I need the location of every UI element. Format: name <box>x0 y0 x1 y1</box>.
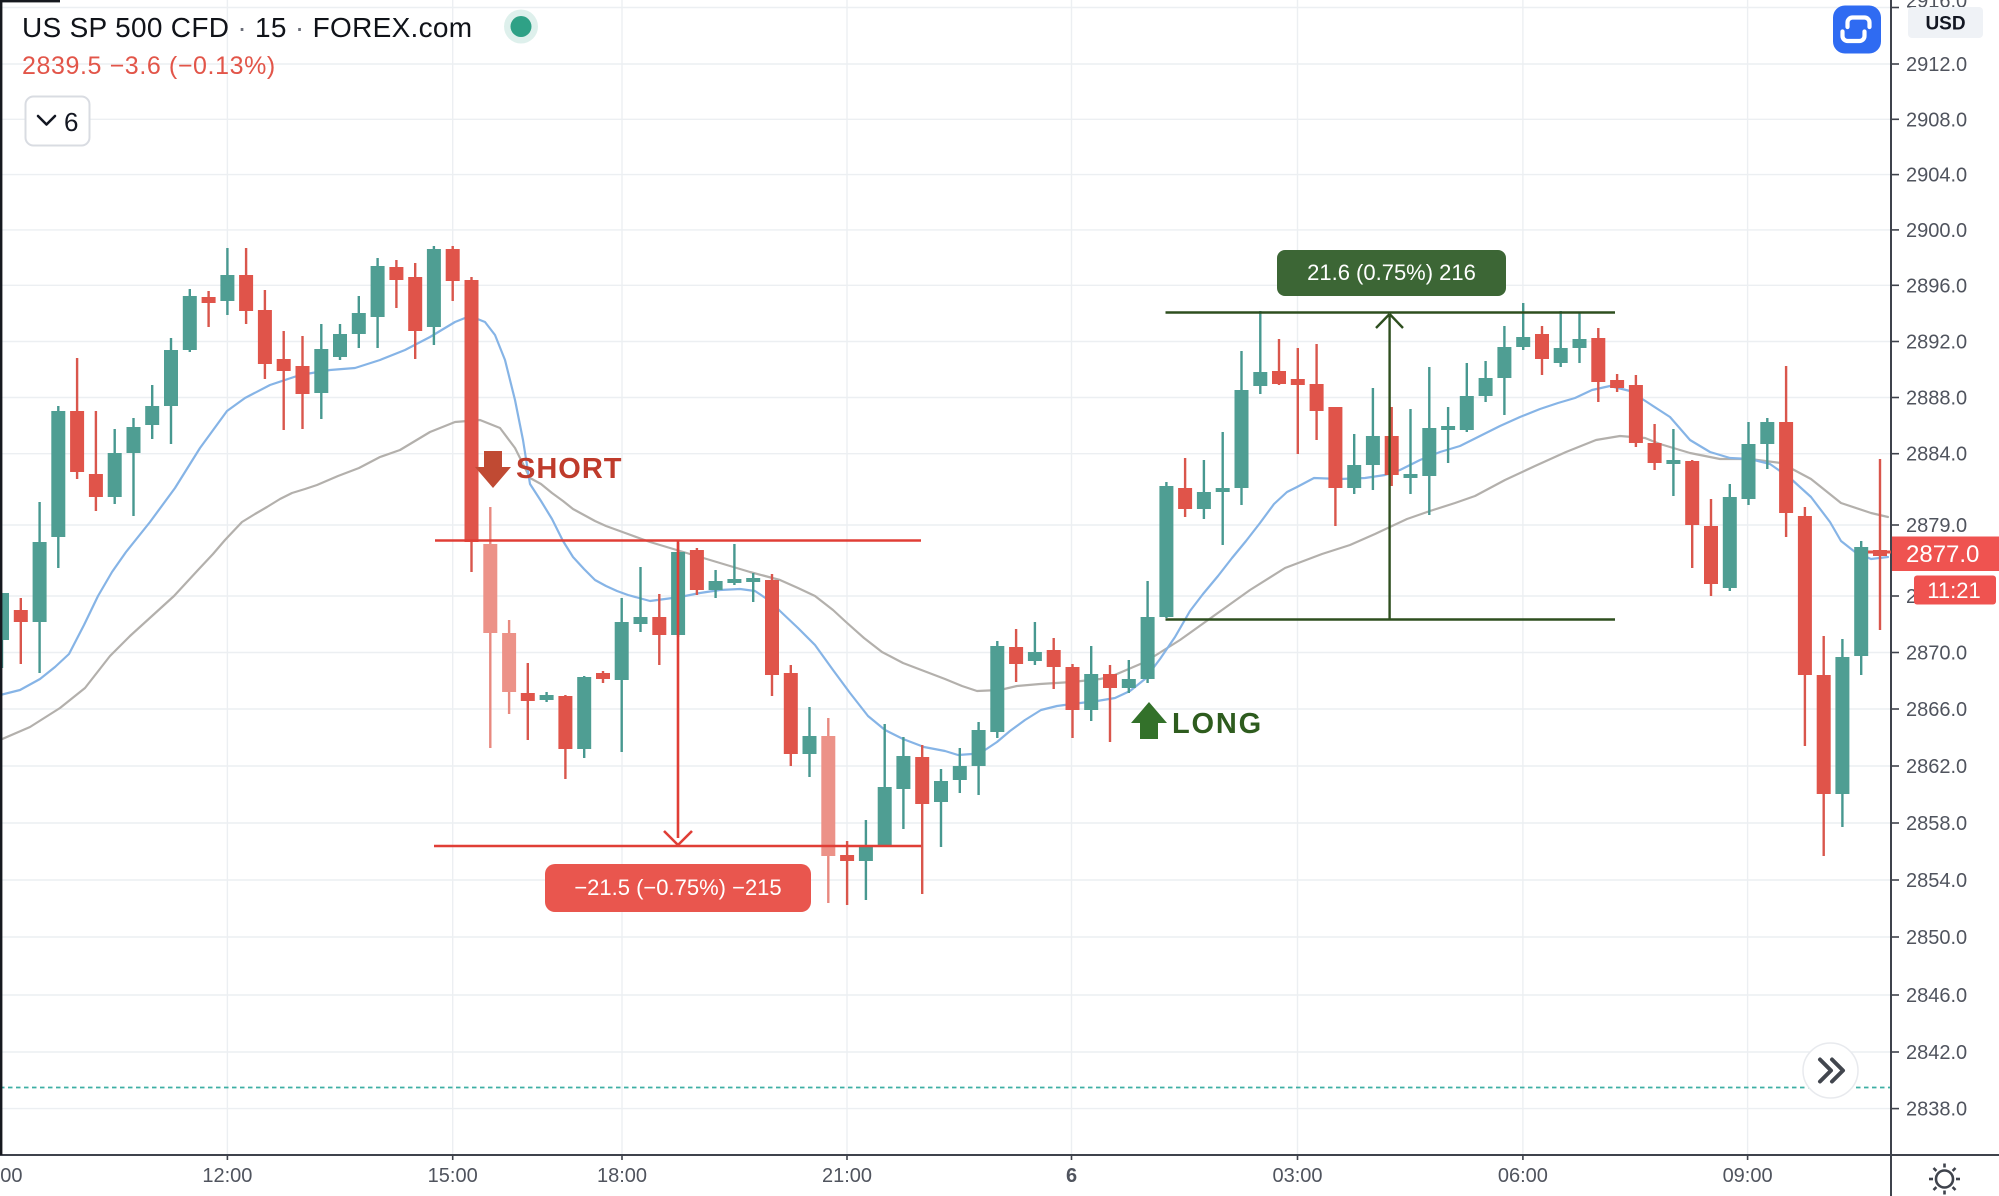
svg-text:2839.5 −3.6 (−0.13%): 2839.5 −3.6 (−0.13%) <box>22 52 276 80</box>
svg-text:6: 6 <box>64 107 78 137</box>
svg-text:2888.0: 2888.0 <box>1906 388 1967 410</box>
svg-text:2858.0: 2858.0 <box>1906 813 1967 835</box>
svg-text:USD: USD <box>1925 14 1965 35</box>
svg-text:2904.0: 2904.0 <box>1906 165 1967 187</box>
svg-text:2854.0: 2854.0 <box>1906 870 1967 892</box>
svg-text:06:00: 06:00 <box>1498 1165 1548 1187</box>
svg-text:2862.0: 2862.0 <box>1906 756 1967 778</box>
svg-text:2846.0: 2846.0 <box>1906 985 1967 1007</box>
svg-text:09:00: 09:00 <box>1723 1165 1773 1187</box>
svg-text:21.6 (0.75%) 216: 21.6 (0.75%) 216 <box>1307 260 1476 285</box>
svg-text:12:00: 12:00 <box>202 1165 252 1187</box>
svg-text:−21.5 (−0.75%) −215: −21.5 (−0.75%) −215 <box>574 875 781 900</box>
svg-text:2850.0: 2850.0 <box>1906 927 1967 949</box>
svg-text:US SP 500 CFD · 15 · FOREX.com: US SP 500 CFD · 15 · FOREX.com <box>22 12 472 43</box>
svg-text:SHORT: SHORT <box>516 453 623 485</box>
svg-text:2896.0: 2896.0 <box>1906 275 1967 297</box>
svg-text:2838.0: 2838.0 <box>1906 1099 1967 1121</box>
svg-text:15:00: 15:00 <box>428 1165 478 1187</box>
svg-text:2908.0: 2908.0 <box>1906 109 1967 131</box>
svg-text:2879.0: 2879.0 <box>1906 515 1967 537</box>
svg-text:21:00: 21:00 <box>822 1165 872 1187</box>
svg-text:2877.0: 2877.0 <box>1906 541 1979 568</box>
svg-text:2900.0: 2900.0 <box>1906 220 1967 242</box>
svg-text:03:00: 03:00 <box>1272 1165 1322 1187</box>
svg-text:LONG: LONG <box>1172 708 1263 740</box>
svg-text:2870.0: 2870.0 <box>1906 643 1967 665</box>
svg-text:11:21: 11:21 <box>1927 578 1980 603</box>
svg-text:2884.0: 2884.0 <box>1906 444 1967 466</box>
svg-text:2866.0: 2866.0 <box>1906 699 1967 721</box>
svg-text:6: 6 <box>1066 1165 1077 1187</box>
svg-text:18:00: 18:00 <box>597 1165 647 1187</box>
svg-text:2892.0: 2892.0 <box>1906 332 1967 354</box>
svg-text:09:00: 09:00 <box>0 1165 23 1187</box>
svg-text:2842.0: 2842.0 <box>1906 1042 1967 1064</box>
svg-text:2912.0: 2912.0 <box>1906 54 1967 76</box>
